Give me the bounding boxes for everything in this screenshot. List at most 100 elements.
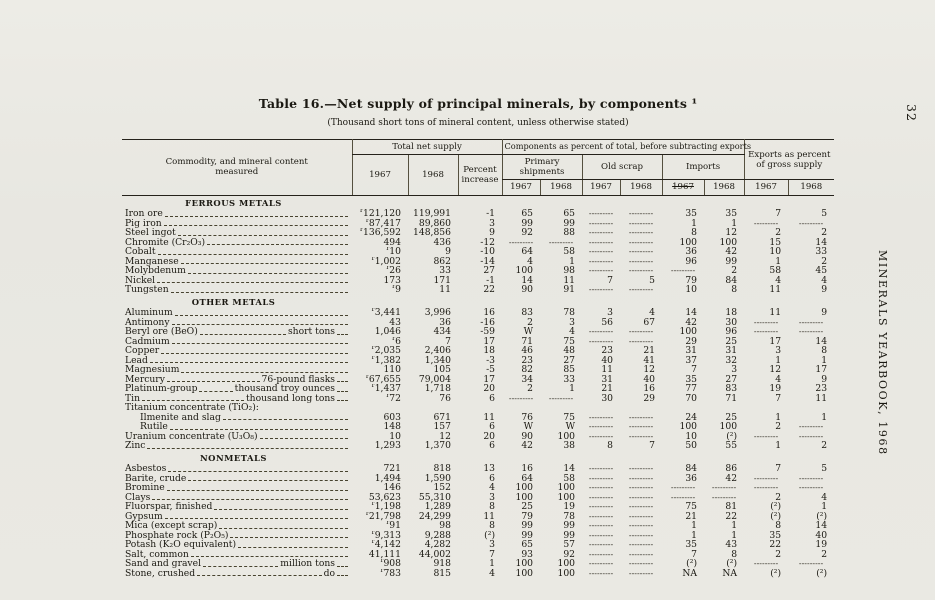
value-cell: 83 xyxy=(521,308,534,318)
commodity-cell: Platinum-group thousand troy ounces xyxy=(122,384,352,394)
value-cell: 1 xyxy=(775,412,782,423)
value-cell xyxy=(540,403,582,413)
table-row: Molybdenum r26 33 27 100 98 2 58 45 xyxy=(122,266,834,276)
value-cell: 21 xyxy=(601,384,614,394)
value-cell xyxy=(662,493,704,503)
value-cell: 75 xyxy=(563,412,576,423)
value-cell xyxy=(620,531,662,541)
value-cell xyxy=(582,550,620,560)
commodity-cell: Pig iron xyxy=(122,219,352,229)
value-cell: 157 xyxy=(433,422,451,432)
value-cell: 20 xyxy=(483,431,496,442)
value-cell: 65 xyxy=(563,209,576,219)
value-cell: 64 xyxy=(521,247,534,257)
commodity-cell: Magnesium xyxy=(122,365,352,375)
value-cell: 1,289 xyxy=(424,502,451,512)
value-cell xyxy=(620,266,662,276)
value-cell: 1 xyxy=(731,521,738,531)
value-cell xyxy=(662,483,704,493)
value-cell: 86 xyxy=(725,464,738,474)
value-cell: 99 xyxy=(521,521,534,531)
value-cell: 12 xyxy=(769,365,782,375)
commodity-cell: Cadmium xyxy=(122,337,352,347)
value-cell xyxy=(582,403,620,413)
value-cell: 815 xyxy=(433,568,451,579)
value-cell: 1 xyxy=(775,441,782,451)
value-cell: 22 xyxy=(725,511,738,522)
value-cell: 7 xyxy=(775,209,782,219)
value-cell: 11 xyxy=(483,511,496,522)
value-cell: 75 xyxy=(563,336,576,347)
value-cell xyxy=(662,266,704,276)
value-cell: 7 xyxy=(775,393,782,404)
commodity-label: Potash (K₂O equivalent) xyxy=(125,540,237,550)
dash-leader xyxy=(219,527,348,529)
value-cell: 1 xyxy=(775,256,782,267)
value-cell xyxy=(620,550,662,560)
value-cell xyxy=(620,247,662,257)
value-cell: NA xyxy=(722,568,738,579)
commodity-cell: Bromine xyxy=(122,483,352,493)
value-cell: 20 xyxy=(483,384,496,394)
value-cell: 10 xyxy=(769,247,782,257)
value-cell: 19 xyxy=(815,540,828,550)
value-cell: 99 xyxy=(521,530,534,541)
commodity-unit: do xyxy=(323,568,335,579)
dash-leader xyxy=(199,333,286,335)
commodity-line: Ilmenite and slag xyxy=(125,413,350,423)
value-cell: 1 xyxy=(569,256,576,267)
value-cell: 99 xyxy=(521,218,534,229)
value-cell xyxy=(620,569,662,579)
value-cell: 1 xyxy=(821,355,828,366)
value-cell: 2 xyxy=(527,384,534,394)
commodity-unit: thousand long tons xyxy=(245,393,335,404)
value-cell: 18 xyxy=(725,308,738,318)
value-cell: 1 xyxy=(691,530,698,541)
commodity-cell: Sand and gravel million tons xyxy=(122,559,352,569)
value-cell: 85 xyxy=(563,365,576,375)
value-cell: 64 xyxy=(521,473,534,484)
commodity-cell: Steel ingot xyxy=(122,228,352,238)
value-cell: 3 xyxy=(607,308,614,318)
dash-leader xyxy=(166,381,260,383)
value-cell: 1 xyxy=(775,355,782,366)
value-cell: 3,996 xyxy=(424,308,451,318)
value-cell: 152 xyxy=(433,483,451,493)
commodity-label: Gypsum xyxy=(125,511,163,522)
value-cell xyxy=(540,238,582,248)
value-cell: 100 xyxy=(679,327,698,337)
value-cell: 40 xyxy=(815,530,828,541)
value-cell: 35 xyxy=(685,374,698,385)
value-cell: 9,288 xyxy=(424,530,451,541)
value-cell: 146 xyxy=(383,483,401,493)
dash-leader xyxy=(168,470,348,472)
value-cell: 99 xyxy=(563,530,576,541)
value-cell: 27 xyxy=(725,374,738,385)
value-cell xyxy=(704,483,744,493)
value-cell: 30 xyxy=(601,393,614,404)
value-cell: -10 xyxy=(480,247,496,257)
commodity-label: Molybdenum xyxy=(125,266,186,276)
value-cell: 44,002 xyxy=(418,549,451,560)
value-cell: r26 xyxy=(386,266,401,276)
value-cell xyxy=(704,403,744,413)
commodity-line: Stone, crushed do xyxy=(125,569,350,579)
value-cell: 31 xyxy=(601,374,614,385)
table-title: Table 16.—Net supply of principal minera… xyxy=(258,96,698,111)
table-row: Gypsum r21,798 24,299 11 79 78 21 22 (²) (²) xyxy=(122,512,834,522)
value-cell: 96 xyxy=(725,327,738,337)
value-cell: 92 xyxy=(521,228,534,238)
table-row: Cadmium r6 7 17 71 75 29 25 17 14 xyxy=(122,337,834,347)
value-cell: 77 xyxy=(685,384,698,394)
value-cell: r4,142 xyxy=(371,540,401,550)
value-cell: 8 xyxy=(821,346,828,356)
table-row: Ilmenite and slag603671117675242511 xyxy=(122,413,834,423)
dash-leader xyxy=(203,565,279,567)
dash-leader xyxy=(141,400,244,402)
value-cell: 65 xyxy=(521,540,534,550)
value-cell: 1,718 xyxy=(424,384,451,394)
value-cell: (²) xyxy=(770,511,782,522)
value-cell: 22 xyxy=(483,285,496,295)
dash-leader xyxy=(157,253,348,255)
